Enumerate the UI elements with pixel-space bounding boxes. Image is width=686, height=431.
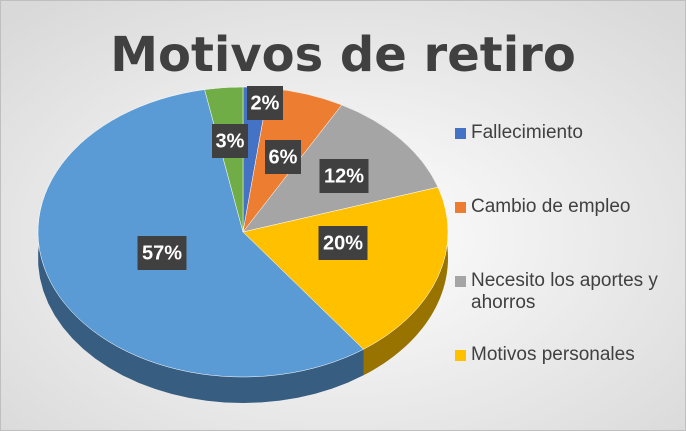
data-label-box [318, 226, 368, 260]
legend-label: Fallecimiento [471, 122, 583, 143]
data-label: 3% [216, 130, 245, 152]
slice [37, 89, 364, 378]
legend-item: Fallecimiento [455, 122, 680, 196]
chart-title: Motivos de retiro [110, 27, 576, 83]
legend-item: Necesito los aportes y ahorros [455, 270, 680, 344]
legend-item: Motivos personales [455, 344, 680, 418]
legend-item: Cambio de empleo [455, 196, 680, 270]
data-label: 12% [324, 165, 364, 187]
data-label-box [212, 124, 248, 158]
slice [204, 86, 244, 233]
data-label-box [137, 236, 187, 270]
slice-side [38, 89, 364, 403]
legend-label: Cambio de empleo [471, 196, 631, 217]
legend-swatch [455, 128, 466, 139]
slice [242, 186, 449, 350]
legend-swatch [455, 276, 466, 287]
data-label: 20% [323, 232, 363, 254]
data-label-box [247, 86, 283, 120]
legend-label: Motivos personales [471, 344, 635, 365]
legend: Fallecimiento Cambio de empleo Necesito lo… [455, 122, 680, 418]
legend-label: Necesito los aportes y ahorros [471, 270, 658, 313]
legend-swatch [455, 350, 466, 361]
data-label: 57% [142, 242, 182, 264]
data-label-box [319, 159, 369, 193]
data-label: 2% [251, 92, 280, 114]
legend-swatch [455, 202, 466, 213]
data-label-box [265, 140, 301, 174]
data-label: 6% [269, 146, 298, 168]
